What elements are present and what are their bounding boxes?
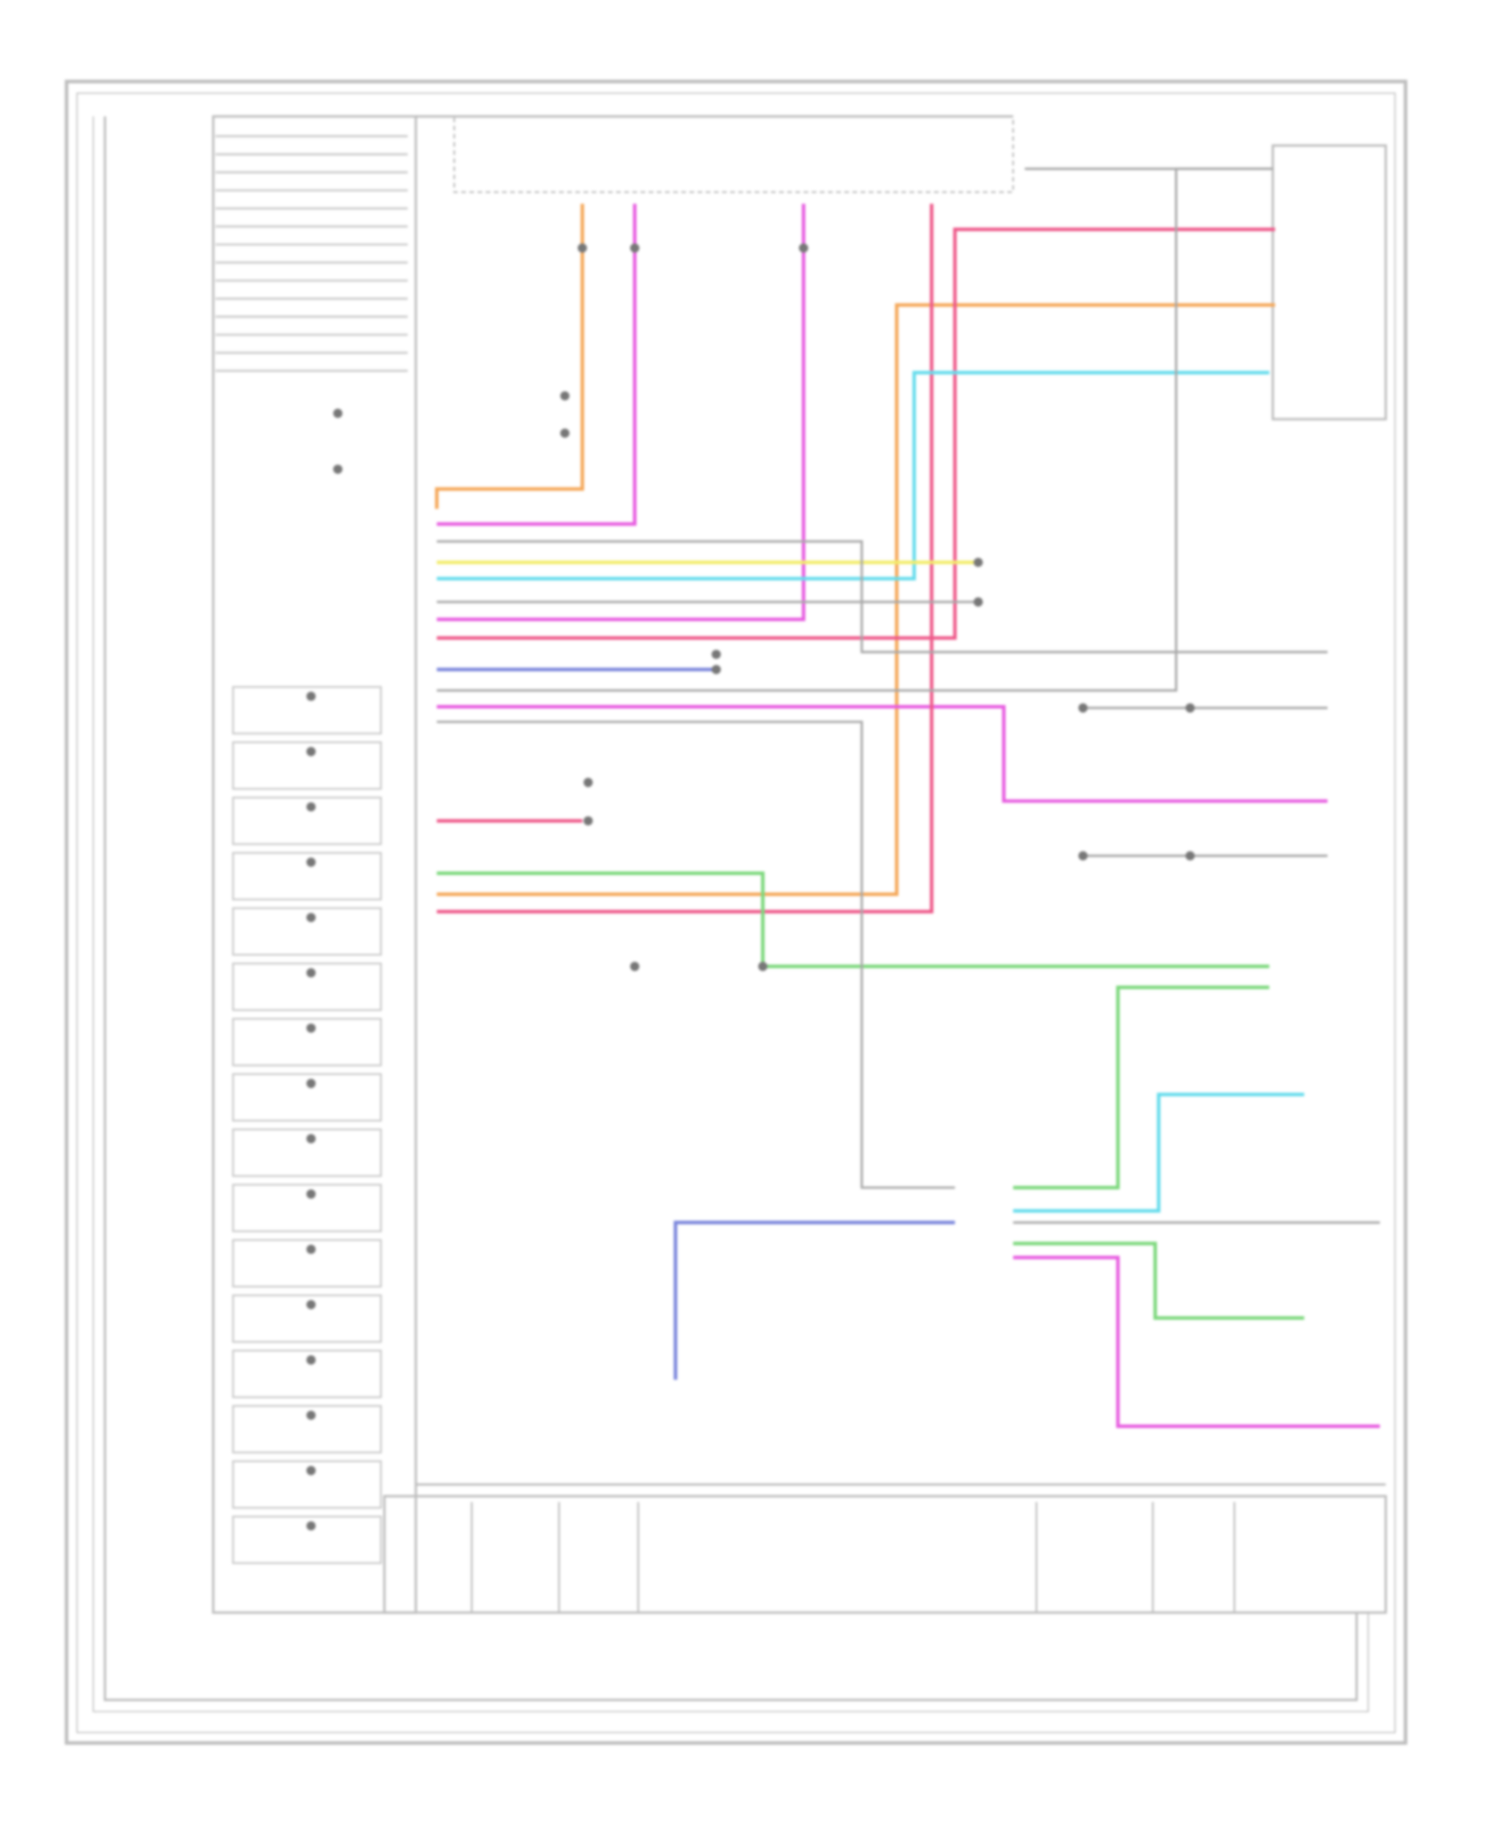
connector-dot [306, 1410, 316, 1420]
connector-dot [306, 857, 316, 867]
left-module-boxes [232, 686, 382, 1564]
connector-dot [973, 597, 983, 607]
module-box [232, 1239, 382, 1288]
connector-dot [583, 816, 593, 826]
connector-dot [577, 243, 587, 253]
connector-dot [306, 1465, 316, 1476]
connector-dot [306, 746, 316, 757]
left-harness-lines [215, 135, 408, 373]
connector-dot [560, 428, 570, 438]
connector-dot [583, 777, 593, 788]
connector-dot [306, 912, 316, 923]
module-box [232, 1349, 382, 1399]
green-wire [1013, 1241, 1305, 1320]
connector-dots [306, 243, 1195, 1531]
wires [435, 167, 1380, 1429]
connector-dot [333, 408, 343, 418]
blue-wire [673, 1220, 955, 1380]
connector-dot [1185, 703, 1195, 713]
connector-dot [1078, 851, 1088, 861]
connector-dot [630, 243, 640, 253]
connector-dot [306, 1078, 316, 1089]
connector-dot [560, 391, 570, 401]
green-wire [436, 871, 1270, 969]
connector-dot [333, 464, 343, 474]
connector-dot [306, 1299, 316, 1310]
connector-dot [306, 1355, 316, 1365]
module-box [232, 962, 382, 1011]
connector-dot [1078, 703, 1088, 713]
connector-dot [306, 1134, 316, 1144]
connector-dot [306, 968, 316, 978]
module-box [232, 851, 382, 901]
connector-dot [306, 691, 316, 701]
module-box [232, 1183, 382, 1233]
connector-dot [306, 1244, 316, 1254]
module-box [232, 1515, 382, 1564]
orange-wire [436, 303, 1276, 896]
connector-dot [711, 664, 721, 675]
connector-dot [306, 802, 316, 812]
connector-dot [711, 649, 721, 660]
orange-wire [435, 203, 585, 509]
diagram-frame [64, 79, 1408, 1745]
connector-dot [306, 1521, 316, 1531]
gray-wire [436, 540, 1328, 654]
gray-wire [436, 720, 955, 1189]
module-box [232, 1460, 382, 1509]
pink-wire [436, 203, 934, 914]
module-box [232, 1405, 382, 1454]
cyan-wire [436, 370, 1270, 581]
connector-dot [1185, 851, 1195, 861]
module-box [232, 741, 382, 790]
connector-dot [306, 1023, 316, 1033]
magenta-wire [436, 705, 1328, 803]
module-box [232, 907, 382, 956]
module-box [232, 1294, 382, 1343]
magenta-wire [436, 203, 637, 526]
cyan-wire [1013, 1092, 1305, 1213]
connector-dot [630, 961, 640, 972]
module-box [232, 796, 382, 846]
green-wire [1013, 985, 1270, 1190]
module-box [232, 1128, 382, 1177]
module-box [232, 1073, 382, 1122]
connector-dot [973, 557, 983, 568]
connector-dot [798, 243, 809, 253]
connector-dot [758, 961, 768, 972]
magenta-wire [436, 203, 806, 622]
magenta-wire [1013, 1255, 1380, 1429]
pink-wire [436, 227, 1276, 640]
module-box [232, 1017, 382, 1067]
connector-dot [306, 1189, 316, 1199]
module-box [232, 686, 382, 735]
